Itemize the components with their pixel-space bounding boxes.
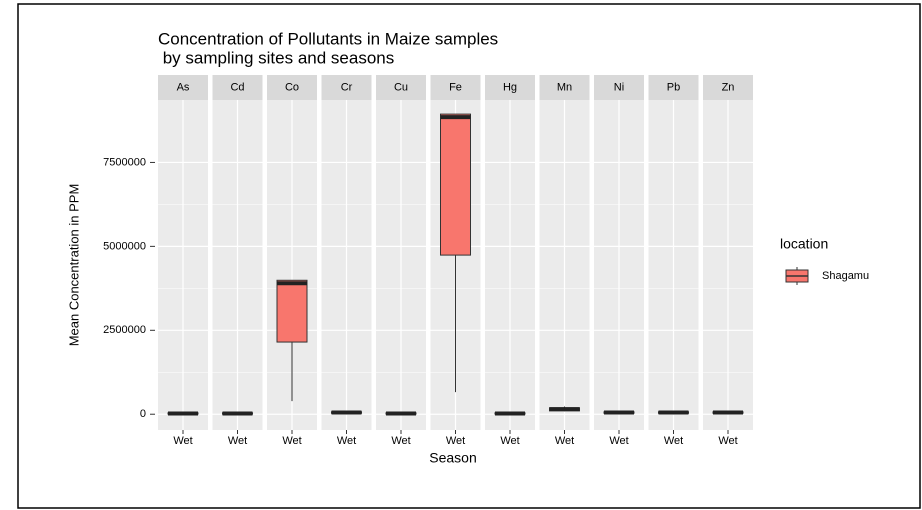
facet-strip [158, 75, 208, 100]
facet-label: Co [285, 81, 299, 93]
box [440, 113, 471, 256]
x-tick-label: Wet [173, 435, 192, 447]
y-tick-label: 2500000 [103, 324, 146, 336]
chart-subtitle: by sampling sites and seasons [158, 48, 394, 67]
x-tick-label: Wet [391, 435, 410, 447]
facet-strip [703, 75, 753, 100]
x-tick-label: Wet [718, 435, 737, 447]
x-tick-label: Wet [282, 435, 301, 447]
facet-label: Cu [394, 81, 408, 93]
chart-title: Concentration of Pollutants in Maize sam… [158, 29, 498, 48]
facet-strip [539, 75, 590, 100]
facet-strip [321, 75, 372, 100]
legend-label: Shagamu [822, 270, 869, 282]
facet-label: Zn [722, 81, 735, 93]
facet-label: As [177, 81, 190, 93]
facet-strip [267, 75, 317, 100]
facet-label: Hg [503, 81, 517, 93]
facet-label: Fe [449, 81, 462, 93]
x-tick-label: Wet [609, 435, 628, 447]
facet-label: Cr [341, 81, 353, 93]
facet-label: Ni [614, 81, 624, 93]
facet-label: Mn [557, 81, 572, 93]
x-tick-label: Wet [500, 435, 519, 447]
legend-title: location [780, 236, 828, 252]
x-tick-label: Wet [228, 435, 247, 447]
facet-strip [212, 75, 263, 100]
box [276, 279, 308, 343]
y-tick-label: 0 [140, 408, 146, 420]
x-tick-label: Wet [446, 435, 465, 447]
facet-label: Cd [230, 81, 244, 93]
facet-label: Pb [667, 81, 680, 93]
y-axis-label: Mean Concentration in PPM [66, 184, 81, 347]
facet-strip [376, 75, 426, 100]
x-tick-label: Wet [555, 435, 574, 447]
x-tick-label: Wet [664, 435, 683, 447]
facet-strip [485, 75, 535, 100]
y-tick-label: 7500000 [103, 156, 146, 168]
x-axis-label: Season [429, 450, 476, 466]
facet-strip [430, 75, 481, 100]
facet-strip [594, 75, 644, 100]
facet-strip [648, 75, 699, 100]
y-tick-label: 5000000 [103, 240, 146, 252]
x-tick-label: Wet [337, 435, 356, 447]
